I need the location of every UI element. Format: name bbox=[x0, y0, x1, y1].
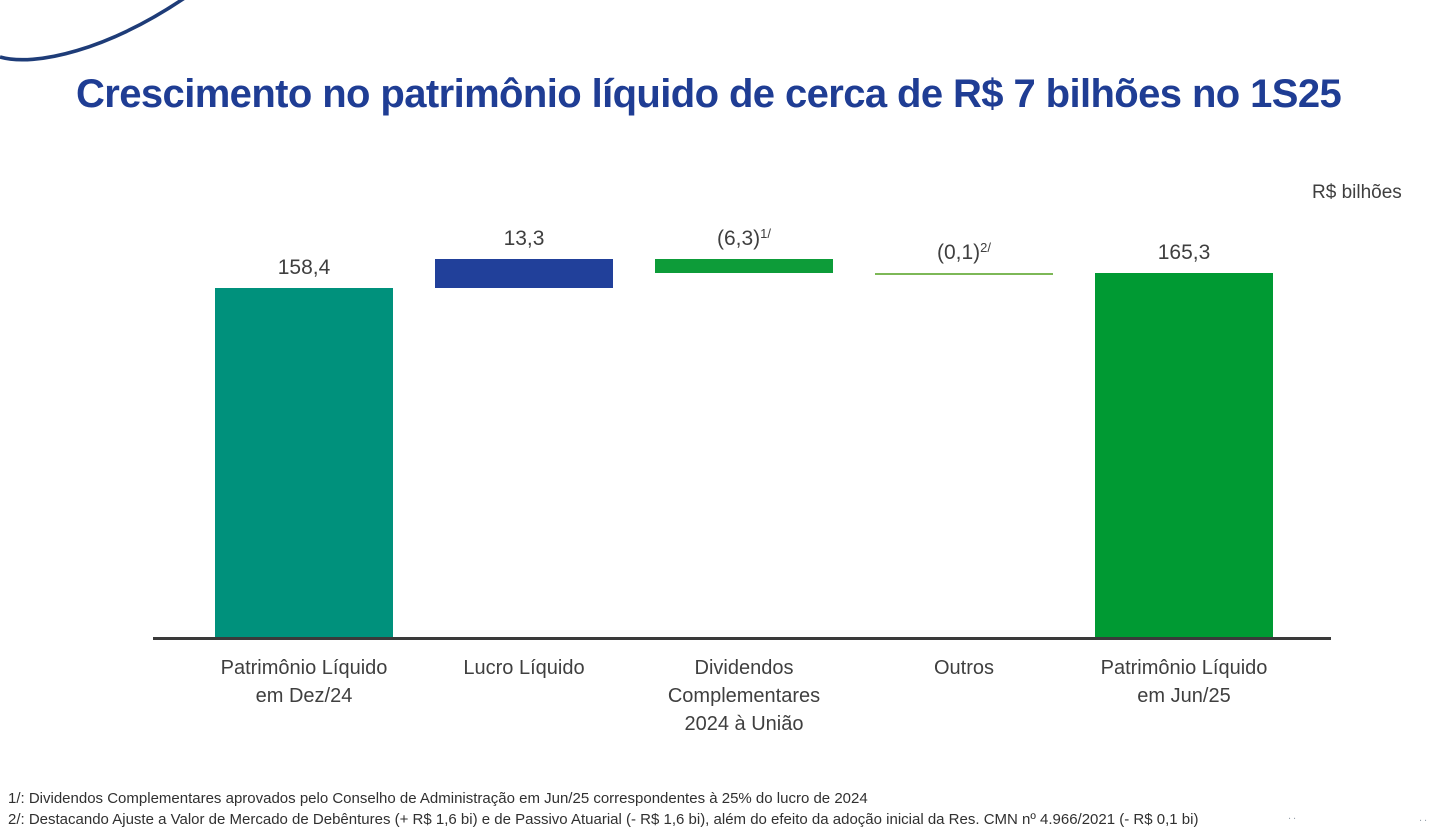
bar-value-label-pl-dez24: 158,4 bbox=[277, 256, 331, 279]
bar-value-label-outros: (0,1)2/ bbox=[936, 239, 992, 264]
bar-value-label-lucro-liquido: 13,3 bbox=[503, 226, 545, 250]
unit-label: R$ bilhões bbox=[1312, 182, 1402, 203]
waterfall-bar-pl-dez24 bbox=[215, 288, 393, 637]
waterfall-bar-lucro-liquido bbox=[435, 258, 613, 288]
category-label-dividendos: Dividendos Complementares 2024 à União bbox=[667, 657, 821, 735]
category-label-outros: Outros bbox=[933, 657, 995, 679]
footnote-1: 1/: Dividendos Complementares aprovados … bbox=[8, 790, 868, 807]
category-label-pl-jun25: Patrimônio Líquido em Jun/25 bbox=[1100, 657, 1268, 707]
brand-curve-icon bbox=[0, 0, 185, 62]
waterfall-bar-pl-jun25 bbox=[1095, 272, 1273, 637]
footnote-2: 2/: Destacando Ajuste a Valor de Mercado… bbox=[8, 810, 1199, 828]
stray-mark: .. bbox=[1419, 812, 1430, 824]
x-axis-line bbox=[153, 637, 1331, 640]
bar-value-label-dividendos: (6,3)1/ bbox=[716, 225, 772, 250]
footnotes: 1/: Dividendos Complementares aprovados … bbox=[8, 789, 1288, 830]
category-label-pl-dez24: Patrimônio Líquido em Dez/24 bbox=[220, 657, 388, 707]
bar-value-label-pl-jun25: 165,3 bbox=[1157, 240, 1211, 264]
stray-mark: .. bbox=[1288, 810, 1299, 822]
waterfall-bar-outros bbox=[875, 272, 1053, 276]
waterfall-bar-dividendos bbox=[655, 258, 833, 273]
slide-title: Crescimento no patrimônio líquido de cer… bbox=[76, 72, 1342, 116]
category-label-lucro-liquido: Lucro Líquido bbox=[463, 657, 585, 679]
